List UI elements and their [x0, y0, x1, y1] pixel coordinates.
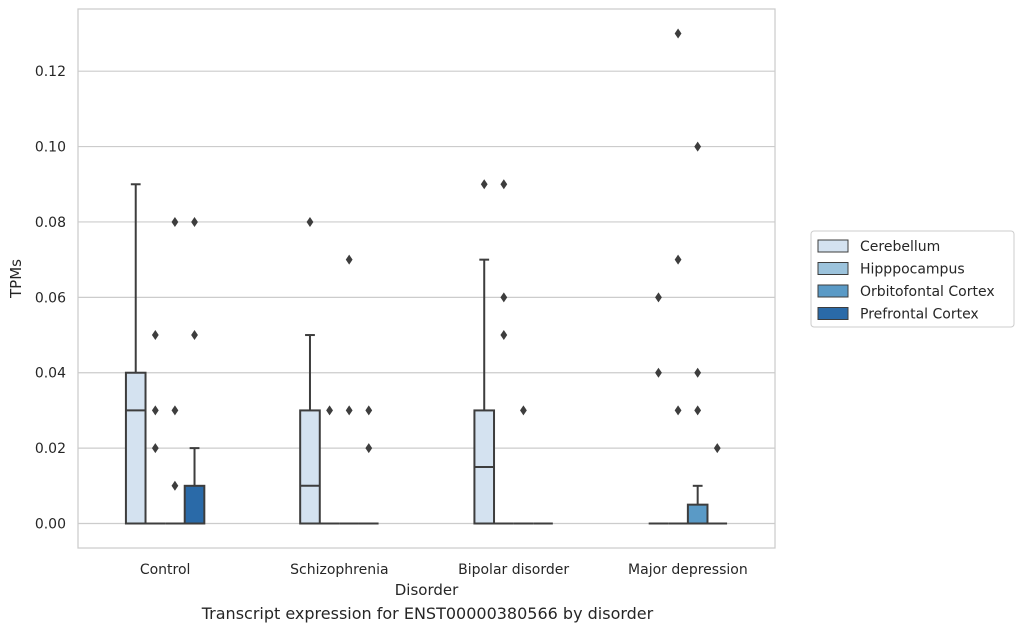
legend-item: Prefrontal Cortex — [817, 307, 979, 323]
outlier-point — [500, 292, 508, 303]
outlier-point — [500, 179, 508, 190]
y-tick-label: 0.12 — [35, 64, 66, 80]
outlier-point — [151, 330, 159, 341]
x-tick-label: Bipolar disorder — [458, 562, 569, 578]
outlier-point — [171, 480, 179, 491]
outlier-point — [345, 405, 353, 416]
outlier-point — [326, 405, 333, 416]
outlier-point — [694, 367, 702, 378]
legend-swatch — [817, 262, 849, 275]
y-gridlines — [78, 70, 775, 525]
x-axis-ticks: Control Schizophrenia Bipolar disorder Majo… — [140, 562, 748, 578]
x-axis-label: Disorder — [395, 581, 459, 599]
outlier-point — [713, 443, 721, 454]
outlier-point — [694, 141, 702, 152]
outlier-point — [151, 405, 159, 416]
legend-label: Orbitofontal Cortex — [860, 284, 995, 300]
outlier-point — [365, 405, 373, 416]
outlier-point — [674, 254, 682, 265]
legend-frame — [810, 230, 1015, 328]
outlier-point — [655, 292, 662, 303]
box-series — [124, 28, 728, 525]
legend-swatch — [817, 307, 849, 320]
box — [124, 371, 147, 525]
y-tick-label: 0.04 — [35, 366, 66, 382]
legend: Cerebellum Hipppocampus Orbitofontal Corte… — [810, 230, 1015, 328]
outlier-point — [520, 405, 527, 416]
y-tick-label: 0.10 — [35, 140, 66, 156]
series-orbitofontal-cortex — [165, 141, 709, 525]
y-axis-label: TPMs — [7, 259, 25, 299]
outlier-point — [345, 254, 353, 265]
outlier-point — [171, 405, 179, 416]
y-tick-label: 0.00 — [35, 517, 66, 533]
box — [299, 409, 321, 525]
outlier-point — [655, 367, 662, 378]
outlier-point — [191, 330, 198, 341]
legend-label: Hipppocampus — [860, 262, 965, 278]
outlier-point — [674, 28, 682, 39]
x-tick-label: Major depression — [628, 562, 748, 578]
legend-item: Cerebellum — [817, 239, 940, 255]
legend-label: Prefrontal Cortex — [860, 307, 979, 323]
legend-swatch — [817, 284, 849, 298]
series-prefrontal-cortex — [183, 216, 728, 525]
plot-frame — [77, 8, 776, 549]
y-axis-ticks: 0.00 0.02 0.04 0.06 0.08 0.10 0.12 — [35, 64, 66, 532]
legend-label: Cerebellum — [860, 239, 940, 255]
series-hipppocampus — [145, 28, 688, 525]
outlier-point — [674, 405, 682, 416]
series-cerebellum — [124, 179, 669, 525]
legend-swatch — [817, 239, 849, 253]
x-tick-label: Schizophrenia — [290, 562, 388, 578]
chart-caption: Transcript expression for ENST0000038056… — [201, 604, 654, 623]
outlier-point — [500, 330, 508, 341]
legend-item: Orbitofontal Cortex — [817, 284, 995, 300]
x-tick-label: Control — [140, 562, 191, 578]
outlier-point — [191, 216, 198, 227]
box — [686, 503, 709, 525]
outlier-point — [365, 443, 373, 454]
y-tick-label: 0.08 — [35, 215, 66, 231]
outlier-point — [480, 179, 488, 190]
box — [183, 484, 206, 525]
y-tick-label: 0.06 — [35, 290, 66, 306]
legend-item: Hipppocampus — [817, 262, 965, 278]
y-tick-label: 0.02 — [35, 441, 66, 457]
outlier-point — [171, 216, 179, 227]
outlier-point — [151, 443, 159, 454]
outlier-point — [306, 216, 314, 227]
outlier-point — [694, 405, 702, 416]
